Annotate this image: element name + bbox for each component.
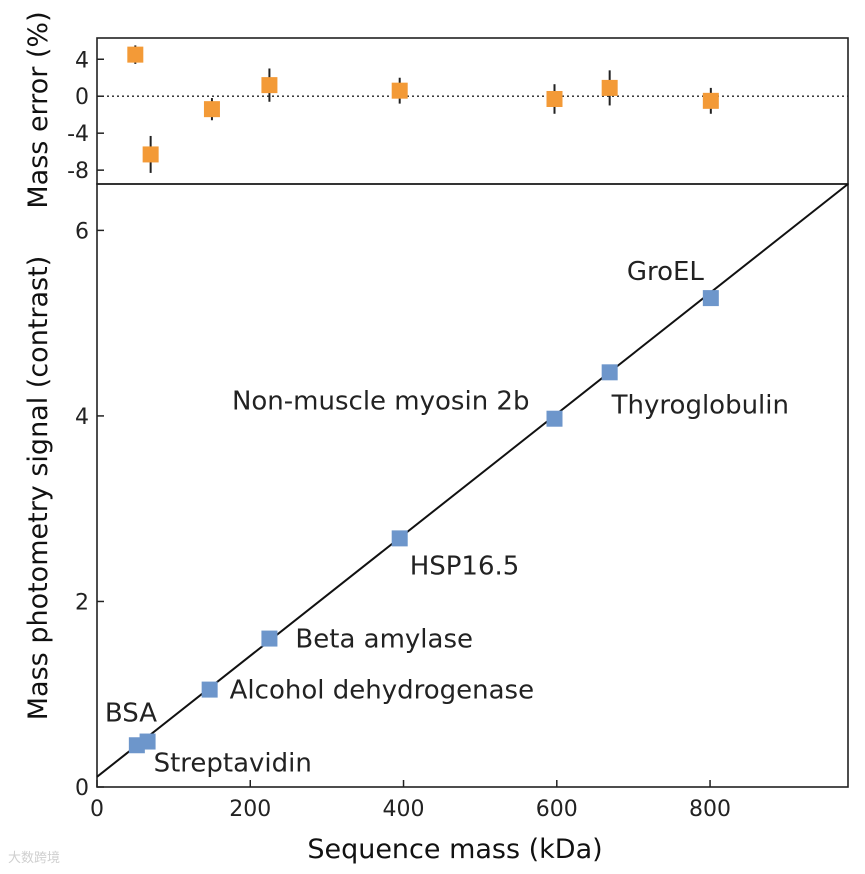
- mass-error-point: [391, 82, 408, 99]
- mass-error-panel: 4 0 -4 -8: [67, 37, 849, 185]
- y-tick-label: -4: [67, 122, 89, 147]
- calibration-frame: [96, 183, 849, 788]
- x-tick-label: 200: [229, 797, 271, 822]
- mass-error-point: [127, 46, 144, 63]
- protein-label: Alcohol dehydrogenase: [230, 676, 534, 706]
- y-tick-label: -8: [67, 159, 89, 184]
- y-tick-label: 2: [75, 590, 89, 615]
- mass-error-point: [203, 101, 220, 118]
- y-tick-label: 0: [75, 776, 89, 801]
- x-tick-label: 600: [536, 797, 578, 822]
- calibration-fit-line: [96, 183, 849, 778]
- protein-point: [702, 290, 719, 307]
- protein-point: [201, 681, 218, 698]
- protein-label: GroEL: [627, 257, 705, 287]
- mass-error-point: [142, 146, 159, 163]
- signal-axis-title: Mass photometry signal (contrast): [23, 256, 54, 720]
- protein-label: Non-muscle myosin 2b: [232, 387, 530, 417]
- mass-error-axis-title: Mass error (%): [23, 11, 54, 208]
- mass-error-point: [702, 92, 719, 109]
- protein-label: Thyroglobulin: [611, 390, 789, 420]
- y-tick-label: 4: [75, 405, 89, 430]
- protein-point: [546, 410, 563, 427]
- protein-point: [261, 630, 278, 647]
- mass-error-point: [601, 79, 618, 96]
- y-tick-label: 0: [75, 85, 89, 110]
- y-tick-label: 4: [75, 48, 89, 73]
- mass-error-point: [261, 77, 278, 94]
- sequence-mass-axis-title: Sequence mass (kDa): [307, 834, 602, 865]
- x-tick-label: 0: [90, 797, 104, 822]
- calibration-panel: 0 200 400 600 800 0 2 4 6 BSA Streptavidin Alcohol …: [75, 183, 849, 822]
- y-tick-label: 6: [75, 219, 89, 244]
- protein-label: BSA: [105, 698, 157, 728]
- watermark: 大数跨境: [8, 851, 61, 866]
- protein-label: Beta amylase: [295, 625, 473, 655]
- protein-label: HSP16.5: [410, 551, 520, 581]
- x-tick-label: 800: [689, 797, 731, 822]
- protein-point: [139, 733, 156, 750]
- protein-label: Streptavidin: [154, 749, 312, 779]
- mass-error-point: [546, 90, 563, 107]
- x-tick-label: 400: [383, 797, 425, 822]
- protein-point: [601, 364, 618, 381]
- protein-point: [391, 530, 408, 547]
